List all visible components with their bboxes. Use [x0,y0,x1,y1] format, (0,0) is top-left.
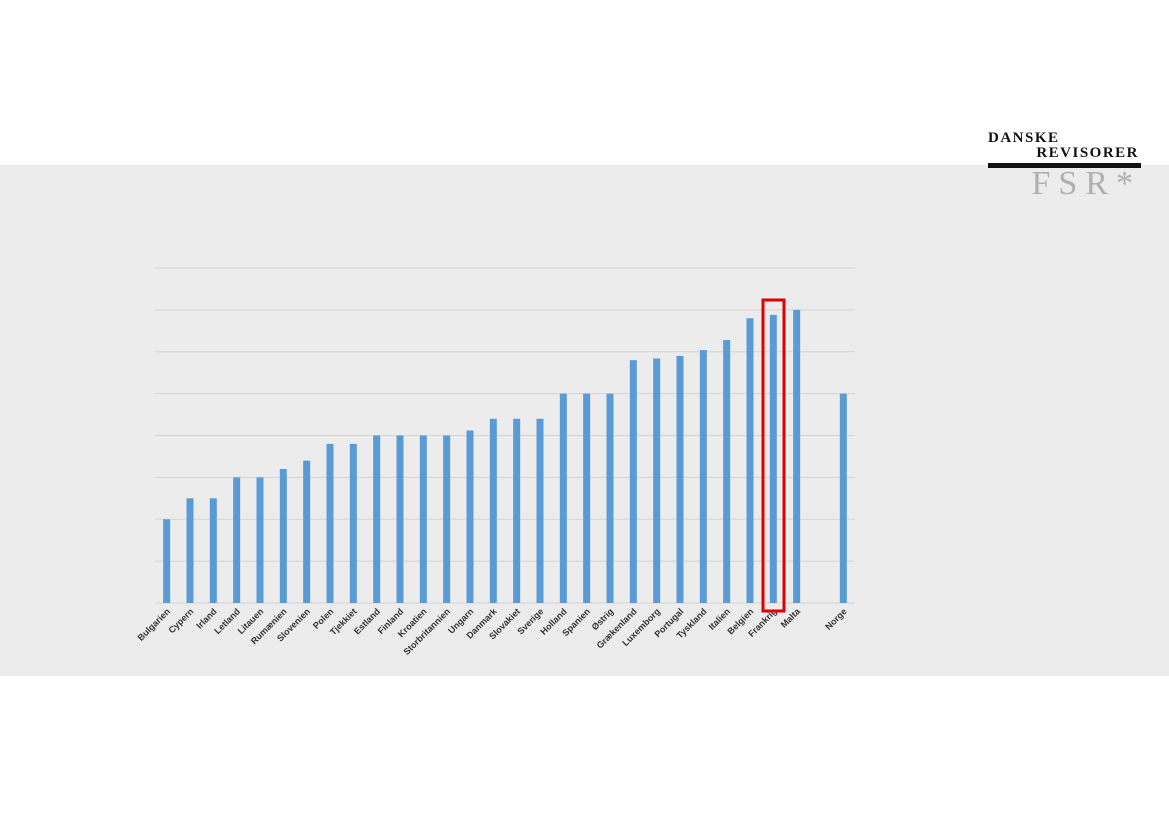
logo-mark: FSR* [1032,165,1142,202]
logo-line1: DANSKE [988,130,1060,146]
bar [326,443,334,603]
bar [373,435,381,603]
bar [676,355,684,603]
highlight-box [761,298,786,613]
bar [839,393,847,603]
bar [303,460,311,603]
bar [629,360,637,603]
logo-line2: REVISORER [1036,145,1139,161]
bar [723,340,731,603]
bar [583,393,591,603]
bar [769,314,777,603]
bar [653,358,661,603]
logo-bar [988,163,1141,168]
bar [443,435,451,603]
bar [349,443,357,603]
bar [559,393,567,603]
bar [279,469,287,603]
bar [513,418,521,603]
bar [396,435,404,603]
bar [209,498,217,603]
bar [699,350,707,603]
bar [536,418,544,603]
bar [466,430,474,603]
bar [233,477,241,603]
bar [746,318,754,603]
bar [419,435,427,603]
bar [186,498,194,603]
bar [489,418,497,603]
bar [606,393,614,603]
bar [256,477,264,603]
bar [163,519,171,603]
bar [793,309,801,603]
